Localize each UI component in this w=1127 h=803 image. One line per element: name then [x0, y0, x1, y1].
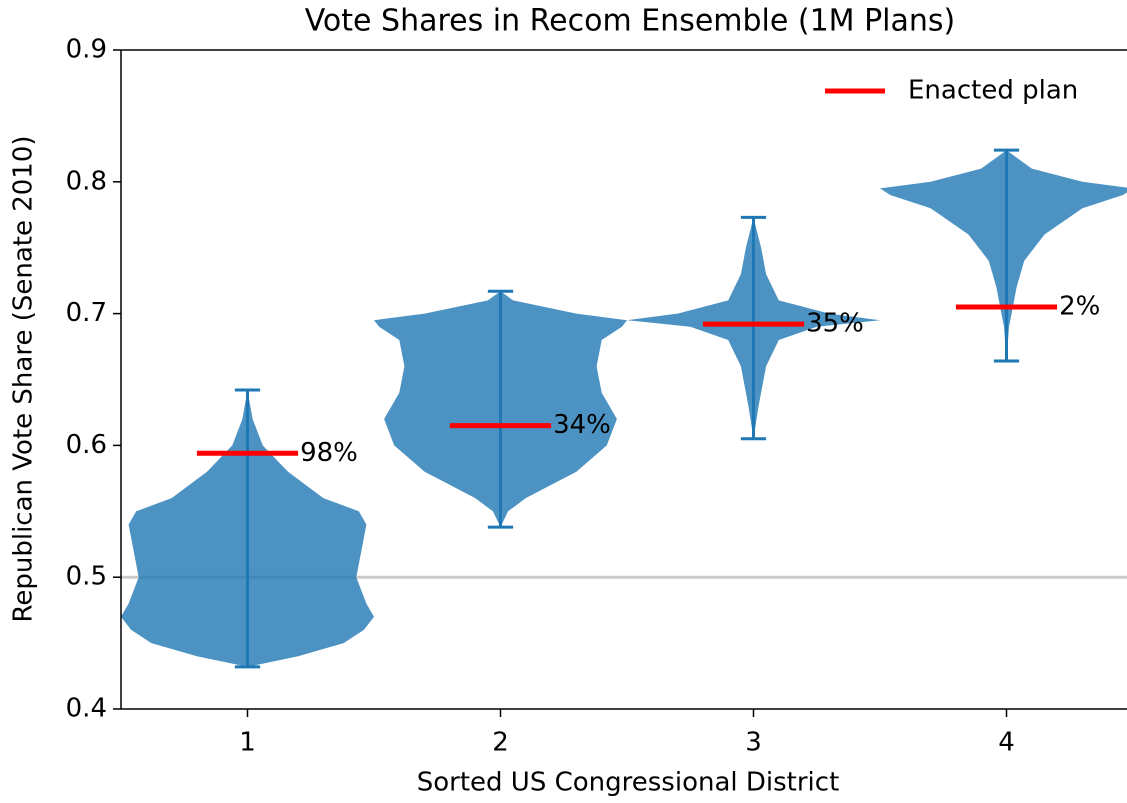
x-tick-label: 2 — [492, 728, 509, 758]
x-tick-label: 4 — [998, 728, 1015, 758]
percentile-label: 2% — [1059, 292, 1100, 322]
y-axis-label: Republican Vote Share (Senate 2010) — [9, 135, 39, 622]
violin-body — [880, 150, 1127, 361]
chart-title: Vote Shares in Recom Ensemble (1M Plans) — [305, 4, 956, 39]
y-tick-label: 0.7 — [66, 298, 107, 328]
x-tick-label: 1 — [239, 728, 256, 758]
y-tick-label: 0.9 — [66, 35, 107, 65]
y-tick-label: 0.5 — [66, 562, 107, 592]
x-axis-label: Sorted US Congressional District — [417, 768, 840, 798]
percentile-label: 98% — [300, 438, 358, 468]
x-tick-label: 3 — [745, 728, 762, 758]
legend-label: Enacted plan — [908, 76, 1078, 106]
percentile-label: 35% — [806, 309, 864, 339]
percentile-label: 34% — [553, 410, 611, 440]
y-tick-label: 0.8 — [66, 166, 107, 196]
y-tick-label: 0.6 — [66, 430, 107, 460]
y-tick-label: 0.4 — [66, 694, 107, 724]
